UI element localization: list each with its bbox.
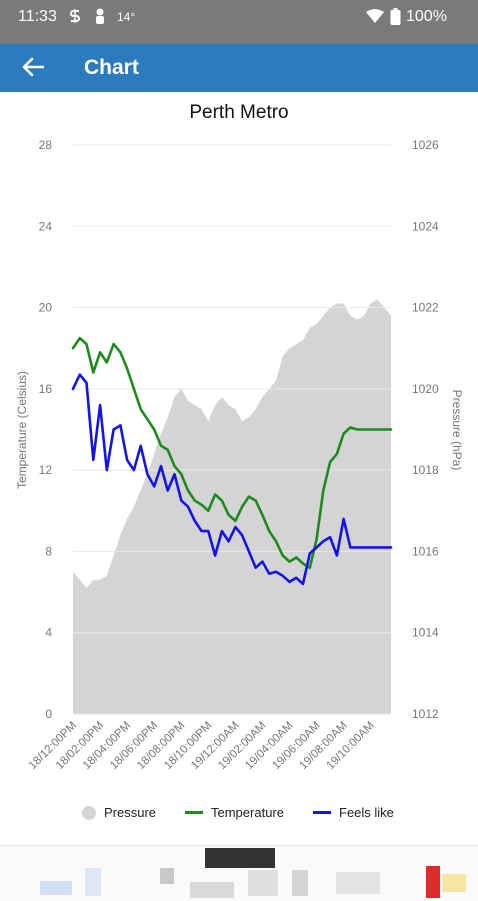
battery-icon <box>390 8 401 29</box>
bottom-ad-banner[interactable] <box>0 845 478 901</box>
y-axis-label-right: Pressure (hPa) <box>450 390 464 471</box>
chart-title: Perth Metro <box>189 102 288 123</box>
y-tick-right: 1022 <box>412 301 439 315</box>
y-tick-right: 1014 <box>412 626 439 640</box>
y-tick-left: 8 <box>45 544 52 558</box>
series-temperature-line <box>71 336 393 569</box>
legend-label-temperature: Temperature <box>211 805 284 820</box>
y-tick-left: 28 <box>39 138 53 152</box>
chart-legend: Pressure Temperature Feels like <box>0 805 478 825</box>
ad-graphic <box>442 874 466 892</box>
y-tick-right: 1016 <box>412 544 439 558</box>
y-tick-right: 1024 <box>412 219 439 233</box>
ad-graphic <box>292 870 308 896</box>
person-notification-icon <box>94 8 106 28</box>
page-title: Chart <box>84 56 139 79</box>
status-time: 11:33 <box>18 8 57 25</box>
ad-graphic <box>190 882 234 898</box>
ad-graphic <box>160 868 174 884</box>
y-tick-left: 24 <box>39 219 53 233</box>
status-temperature: 14° <box>117 10 136 24</box>
legend-item-temperature: Temperature <box>185 805 284 820</box>
y-axis-label-left: Temperature (Celsius) <box>15 371 29 489</box>
legend-label-pressure: Pressure <box>104 805 157 820</box>
app-bar: Chart <box>0 44 478 92</box>
s-notification-icon <box>68 8 82 28</box>
series-pressure-area <box>73 299 391 714</box>
y-tick-left: 0 <box>45 707 52 721</box>
y-tick-left: 4 <box>45 626 52 640</box>
legend-swatch-temperature <box>185 811 203 814</box>
legend-swatch-feels-like <box>313 811 331 814</box>
ad-graphic <box>336 872 380 894</box>
legend-item-feels-like: Feels like <box>313 805 394 820</box>
chart-svg: Perth Metro 0 4 8 12 16 20 24 28 1012 1014 1016 1018… <box>15 102 464 772</box>
ad-graphic <box>248 870 278 896</box>
y-tick-left: 12 <box>39 463 53 477</box>
ad-graphic <box>40 881 72 895</box>
chart-container: Perth Metro 0 4 8 12 16 20 24 28 1012 1014 1016 1018… <box>0 92 478 842</box>
status-bar: 11:33 14° 100% <box>0 0 478 44</box>
y-tick-left: 20 <box>39 301 53 315</box>
legend-item-pressure: Pressure <box>82 805 156 820</box>
y-tick-right: 1020 <box>412 382 439 396</box>
y-tick-right: 1018 <box>412 463 439 477</box>
series-feels-like-line <box>71 373 393 586</box>
y-tick-right: 1026 <box>412 138 439 152</box>
ad-graphic <box>85 868 101 896</box>
arrow-left-icon[interactable] <box>20 54 46 80</box>
ad-graphic <box>205 848 275 868</box>
y-tick-right: 1012 <box>412 707 439 721</box>
legend-label-feels-like: Feels like <box>339 805 394 820</box>
battery-percent: 100% <box>406 8 447 25</box>
ad-graphic <box>426 866 440 898</box>
y-tick-left: 16 <box>39 382 53 396</box>
legend-swatch-pressure <box>82 805 96 820</box>
wifi-icon <box>366 9 384 27</box>
